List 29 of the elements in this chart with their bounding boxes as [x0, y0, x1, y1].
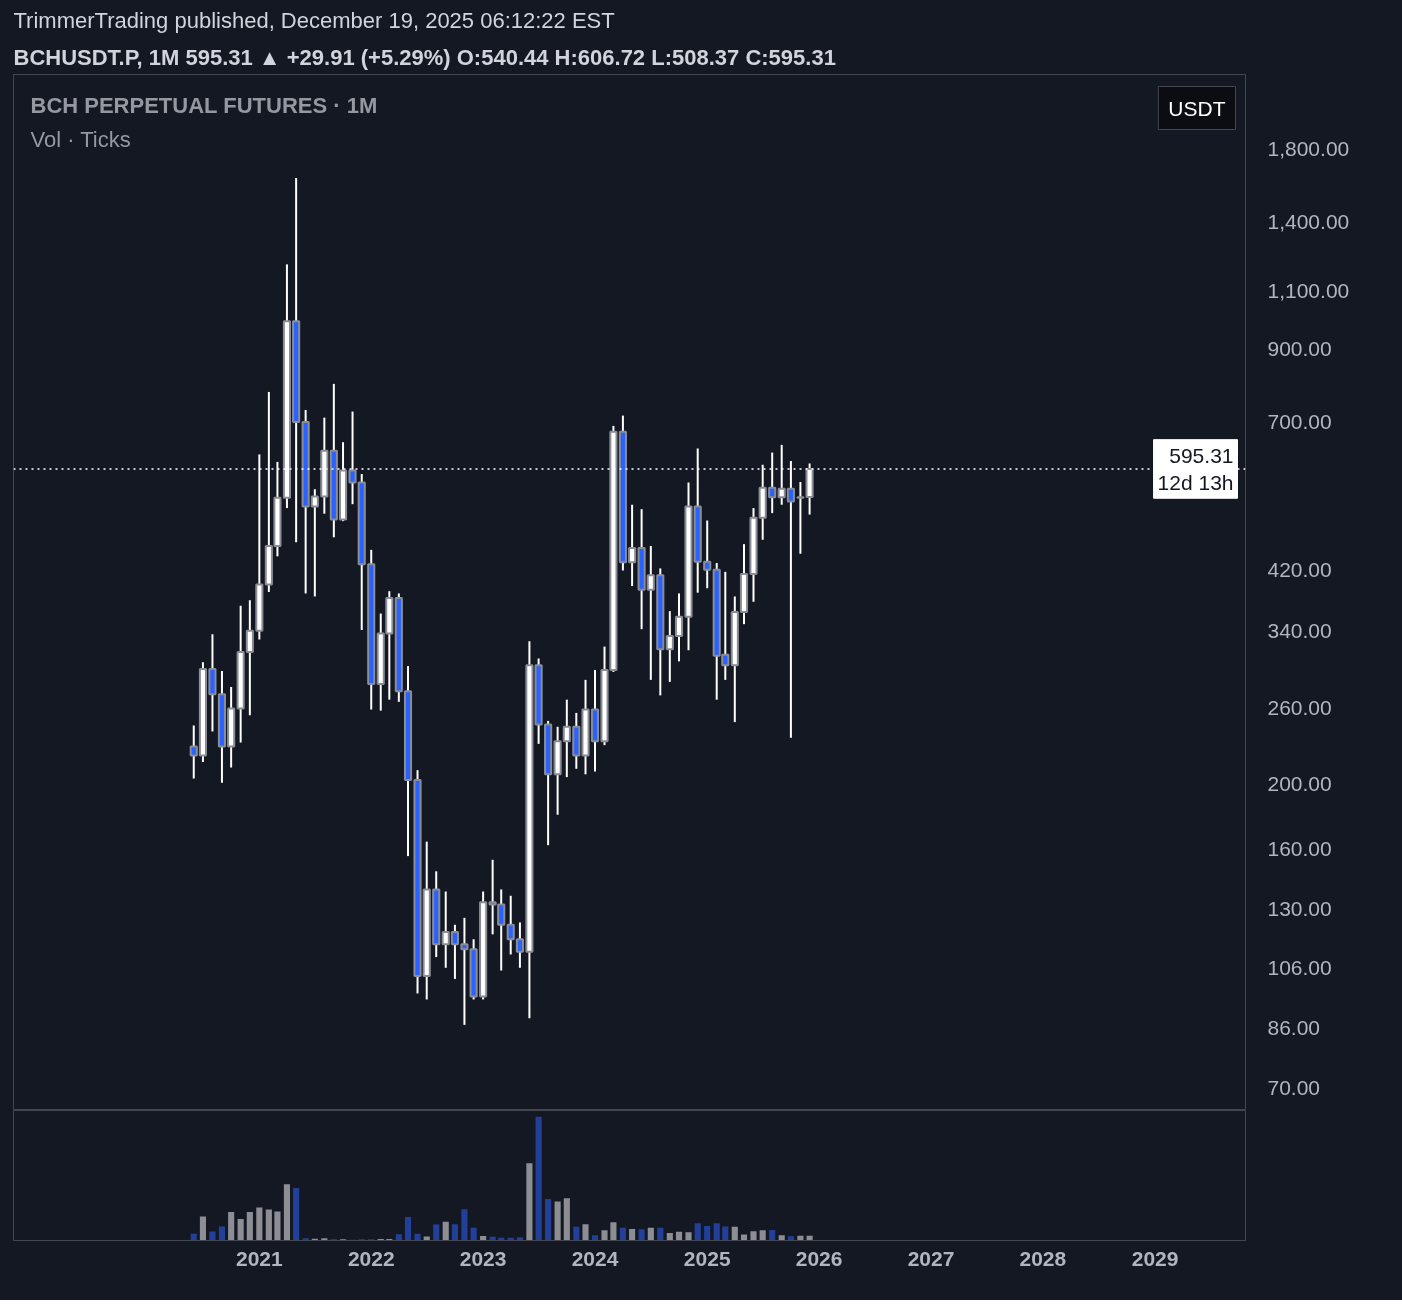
x-tick-label: 2027	[907, 1246, 955, 1270]
y-tick-label: 1,400.00	[1267, 209, 1350, 233]
y-tick-label: 340.00	[1267, 618, 1332, 642]
x-tick-label: 2028	[1019, 1246, 1067, 1270]
y-tick-label: 160.00	[1267, 836, 1332, 860]
text: Vol · Ticks	[30, 126, 131, 152]
ref-line-label: 595.31 12d 13h	[1157, 443, 1234, 495]
y-axis-title: USDT	[1168, 96, 1226, 120]
y-tick-label: 1,100.00	[1267, 279, 1350, 303]
x-tick-label: 2026	[795, 1246, 843, 1270]
x-tick-label: 2023	[459, 1246, 507, 1270]
x-tick-label: 2022	[347, 1246, 395, 1270]
x-tick-label: 2025	[683, 1246, 731, 1270]
text: BCH PERPETUAL FUTURES · 1M	[30, 92, 378, 118]
text: TrimmerTrading published, December 19, 2025 06:12:22 EST	[13, 7, 615, 33]
y-tick-label: 260.00	[1267, 696, 1332, 720]
y-tick-label: 700.00	[1267, 410, 1332, 434]
y-tick-label: 420.00	[1267, 557, 1332, 581]
y-tick-label: 200.00	[1267, 772, 1332, 796]
y-tick-label: 900.00	[1267, 337, 1332, 361]
y-tick-label: 70.00	[1267, 1075, 1321, 1099]
x-tick-label: 2029	[1131, 1246, 1179, 1270]
text: BCHUSDT.P, 1M 595.31 ▲ +29.91 (+5.29%) O:540.44 H:606.72 L:508.37 C:595.31	[13, 44, 836, 70]
x-tick-label: 2024	[571, 1246, 619, 1270]
y-tick-label: 1,800.00	[1267, 137, 1350, 161]
y-tick-label: 106.00	[1267, 955, 1332, 979]
y-tick-label: 130.00	[1267, 896, 1332, 920]
y-tick-label: 86.00	[1267, 1016, 1321, 1040]
x-tick-label: 2021	[235, 1246, 284, 1270]
